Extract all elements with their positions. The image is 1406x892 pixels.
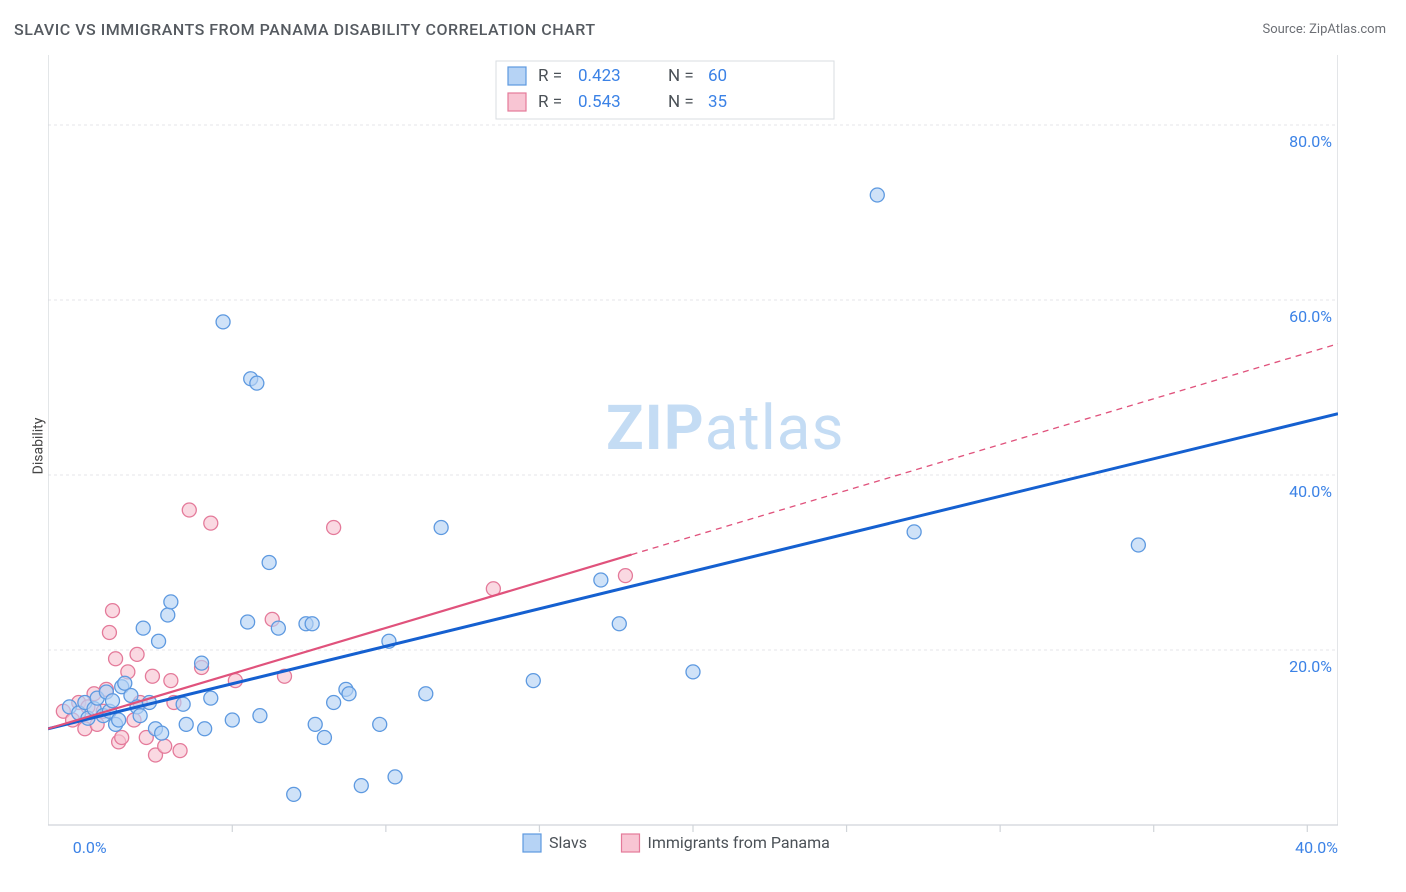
source-attribution: Source: ZipAtlas.com: [1262, 22, 1386, 37]
svg-text:N =: N =: [668, 66, 694, 86]
svg-text:0.0%: 0.0%: [73, 838, 107, 857]
svg-text:Immigrants from Panama: Immigrants from Panama: [648, 833, 830, 852]
svg-text:60: 60: [708, 66, 727, 86]
svg-text:R =: R =: [538, 92, 562, 112]
svg-text:40.0%: 40.0%: [1295, 838, 1338, 857]
svg-text:ZIPatlas: ZIPatlas: [606, 392, 845, 465]
svg-text:80.0%: 80.0%: [1289, 132, 1332, 151]
svg-text:20.0%: 20.0%: [1289, 657, 1332, 676]
y-axis-label: Disability: [30, 418, 46, 475]
chart-title: SLAVIC VS IMMIGRANTS FROM PANAMA DISABIL…: [14, 20, 596, 39]
svg-text:35: 35: [708, 92, 727, 112]
svg-text:Slavs: Slavs: [549, 833, 587, 852]
svg-text:0.543: 0.543: [578, 92, 621, 112]
svg-text:N =: N =: [668, 92, 694, 112]
svg-text:R =: R =: [538, 66, 562, 86]
svg-text:0.423: 0.423: [578, 66, 621, 86]
scatter-chart: 20.0%40.0%60.0%80.0%0.0%40.0%ZIPatlasR =…: [48, 55, 1338, 825]
svg-text:60.0%: 60.0%: [1289, 307, 1332, 326]
svg-text:40.0%: 40.0%: [1289, 482, 1332, 501]
